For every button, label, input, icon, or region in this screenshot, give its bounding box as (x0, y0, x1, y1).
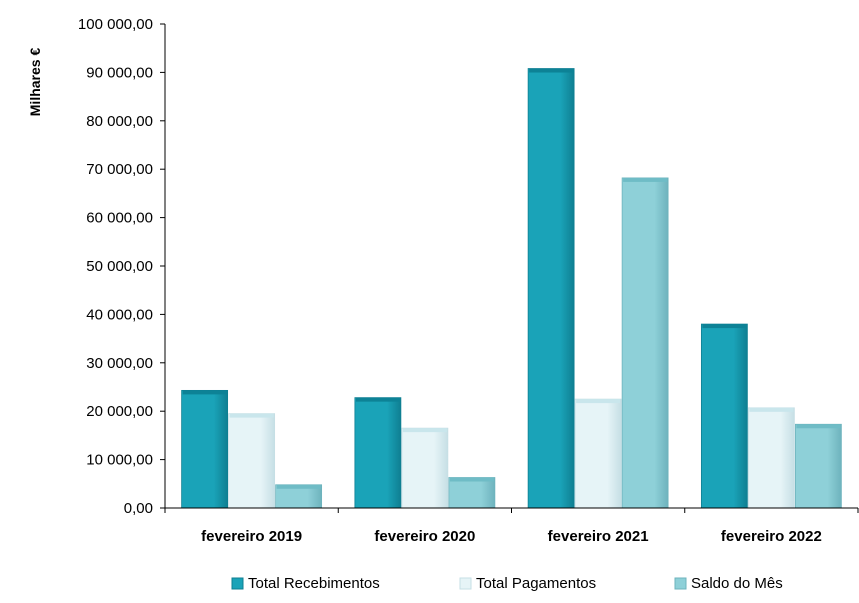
legend-swatch (674, 577, 687, 590)
bar-top (355, 397, 400, 402)
x-tick-label: fevereiro 2022 (721, 528, 822, 545)
legend-swatch (231, 577, 244, 590)
bar (354, 397, 402, 509)
legend-item: Saldo do Mês (674, 575, 783, 592)
bar-top (529, 68, 574, 73)
bar-body (574, 398, 622, 509)
y-axis-label: Milhares € (27, 48, 43, 117)
legend-label: Total Pagamentos (476, 575, 596, 592)
y-tick-label: 30 000,00 (86, 355, 153, 372)
bar (527, 68, 575, 509)
bar-top (182, 390, 227, 395)
y-tick-label: 20 000,00 (86, 403, 153, 420)
legend: Total Recebimentos Total Pagamentos Saldo … (231, 575, 783, 592)
bar (401, 427, 449, 509)
bar-body (354, 397, 402, 509)
bar-top (576, 399, 621, 404)
bar-body (401, 427, 449, 509)
bar-body (700, 323, 748, 509)
y-tick-label: 70 000,00 (86, 161, 153, 178)
bar (700, 323, 748, 509)
bars (181, 68, 842, 509)
bar-body (747, 407, 795, 509)
bar (181, 389, 229, 509)
bar-top (229, 413, 274, 418)
x-axis: fevereiro 2019 fevereiro 2020 fevereiro 20… (164, 507, 859, 545)
x-tick-label: fevereiro 2021 (548, 528, 649, 545)
legend-label: Total Recebimentos (248, 575, 380, 592)
legend-item: Total Recebimentos (231, 575, 380, 592)
y-tick-label: 90 000,00 (86, 64, 153, 81)
bar (228, 413, 276, 509)
bar (621, 177, 669, 509)
bar-body (448, 477, 496, 509)
x-tick-label: fevereiro 2020 (374, 528, 475, 545)
y-tick-label: 50 000,00 (86, 258, 153, 275)
bar (448, 477, 496, 509)
legend-swatch (459, 577, 472, 590)
legend-label: Saldo do Mês (691, 575, 783, 592)
bar-body (181, 389, 229, 509)
bar-top (276, 484, 321, 489)
y-tick-label: 80 000,00 (86, 113, 153, 130)
bar-top (702, 324, 747, 329)
y-axis: 0,00 10 000,00 20 000,00 30 000,00 40 000,00… (78, 16, 166, 517)
y-tick-label: 10 000,00 (86, 452, 153, 469)
bar-body (527, 68, 575, 509)
bar-top (796, 424, 841, 429)
bar (574, 398, 622, 509)
legend-item: Total Pagamentos (459, 575, 596, 592)
bar-top (623, 177, 668, 182)
bar (747, 407, 795, 509)
y-tick-label: 100 000,00 (78, 16, 153, 33)
y-tick-label: 60 000,00 (86, 210, 153, 227)
bar (794, 423, 842, 509)
bar-body (794, 423, 842, 509)
bar-top (449, 477, 494, 482)
y-tick-label: 0,00 (124, 500, 153, 517)
bar-body (621, 177, 669, 509)
bar-body (228, 413, 276, 509)
y-tick-label: 40 000,00 (86, 306, 153, 323)
bar-top (402, 428, 447, 433)
bar (275, 484, 323, 509)
bar-top (749, 407, 794, 412)
x-tick-label: fevereiro 2019 (201, 528, 302, 545)
